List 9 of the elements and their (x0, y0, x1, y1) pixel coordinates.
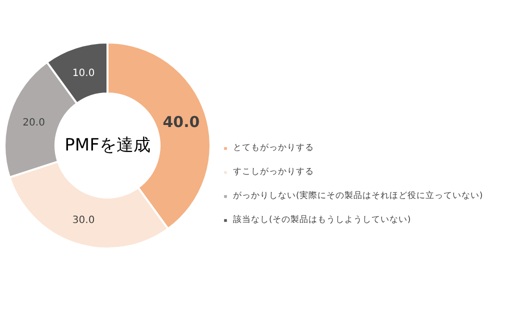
legend-label: 該当なし(その製品はもうしようしていない) (233, 214, 411, 226)
legend-label: とてもがっかりする (233, 142, 314, 154)
data-label: 20.0 (22, 118, 45, 129)
legend-label: すこしがっかりする (233, 166, 314, 178)
text: PMFを達成 (64, 136, 150, 156)
data-label: 40.0 (162, 113, 200, 132)
data-label: 30.0 (72, 215, 95, 226)
data-label: 10.0 (72, 68, 95, 79)
legend-label: がっかりしない(実際にその製品はそれほど役に立っていない) (233, 190, 483, 202)
